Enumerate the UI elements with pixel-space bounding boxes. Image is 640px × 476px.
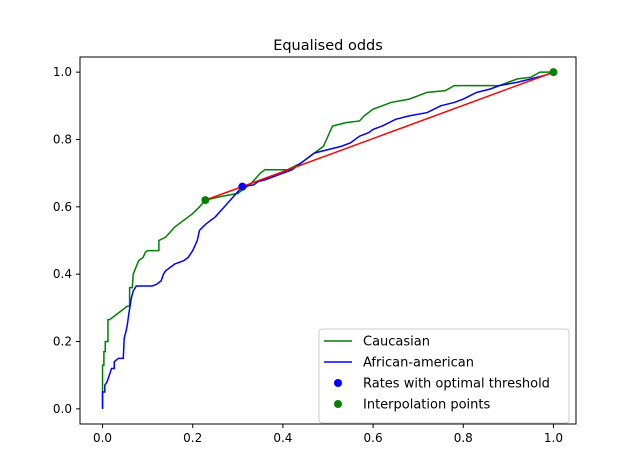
rates-with-optimal-threshold-marker [238,182,247,191]
legend: Caucasian African-american Rates with opti… [318,328,570,424]
legend-box [318,328,570,424]
interpolation-points-marker [201,196,210,205]
plot-area [101,68,558,409]
axes-frame [79,56,577,425]
y-tick-label: 0.2 [53,335,72,349]
chart-title: Equalised odds [273,38,383,54]
x-tick-label: 0.4 [273,431,292,445]
y-tick-label: 0.0 [53,402,72,416]
y-tick-label: 0.8 [53,132,72,146]
x-tick-label: 1.0 [544,431,563,445]
series-line-african-american [101,71,554,409]
legend-marker-rates-with-optimal-threshold [334,379,342,387]
legend-label-rates-with-optimal-threshold: Rates with optimal threshold [363,377,550,392]
x-tick-label: 0.8 [454,431,473,445]
series-line-caucasian [101,71,554,409]
y-tick-label: 1.0 [53,65,72,79]
y-tick-label: 0.6 [53,200,72,214]
interpolation-points-marker [549,68,558,77]
x-tick-label: 0.0 [93,431,112,445]
legend-marker-interpolation-points [334,400,342,408]
legend-label-interpolation-points: Interpolation points [363,398,490,413]
x-tick-label: 0.2 [183,431,202,445]
axes: 0.0 0.2 0.4 0.6 0.8 1.0 0.0 0.2 0.4 0.6 0.8 1.0 [53,56,577,445]
legend-label-african-american: African-american [363,356,474,371]
y-tick-label: 0.4 [53,267,72,281]
legend-label-caucasian: Caucasian [363,335,430,350]
x-tick-label: 0.6 [364,431,383,445]
